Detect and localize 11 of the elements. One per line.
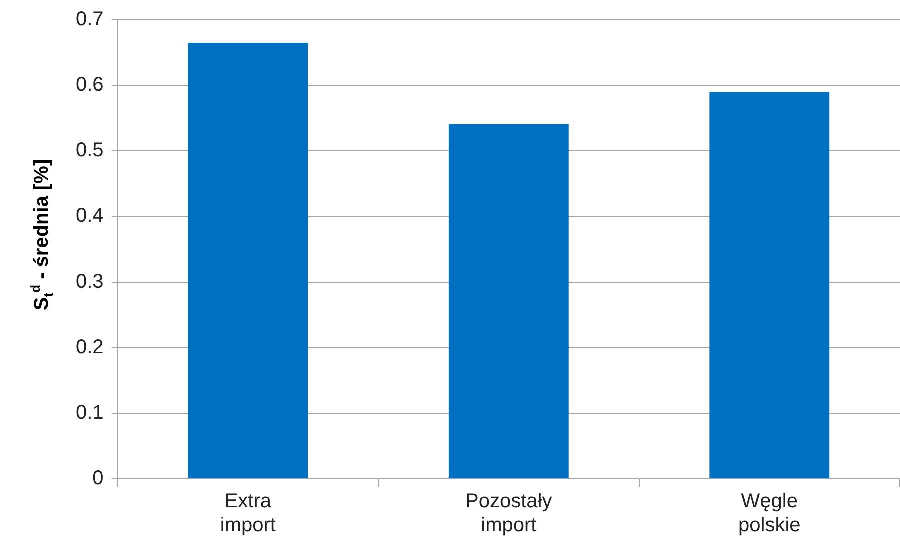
- y-tick-label: 0.7: [76, 8, 104, 31]
- y-tick-label: 0.5: [76, 140, 104, 162]
- x-tick-label: Pozostały import: [466, 490, 552, 537]
- y-tick-label: 0.2: [76, 336, 104, 358]
- y-tick-label: 0.1: [76, 402, 104, 424]
- y-tick-label: 0.6: [76, 74, 104, 96]
- y-tick-label: 0.3: [76, 270, 104, 293]
- y-tick-label: 0.4: [76, 205, 104, 228]
- x-tick-label: Extra import: [220, 490, 276, 537]
- y-tick-label: 0: [92, 468, 104, 490]
- x-tick-label: Węgle polskie: [738, 490, 801, 537]
